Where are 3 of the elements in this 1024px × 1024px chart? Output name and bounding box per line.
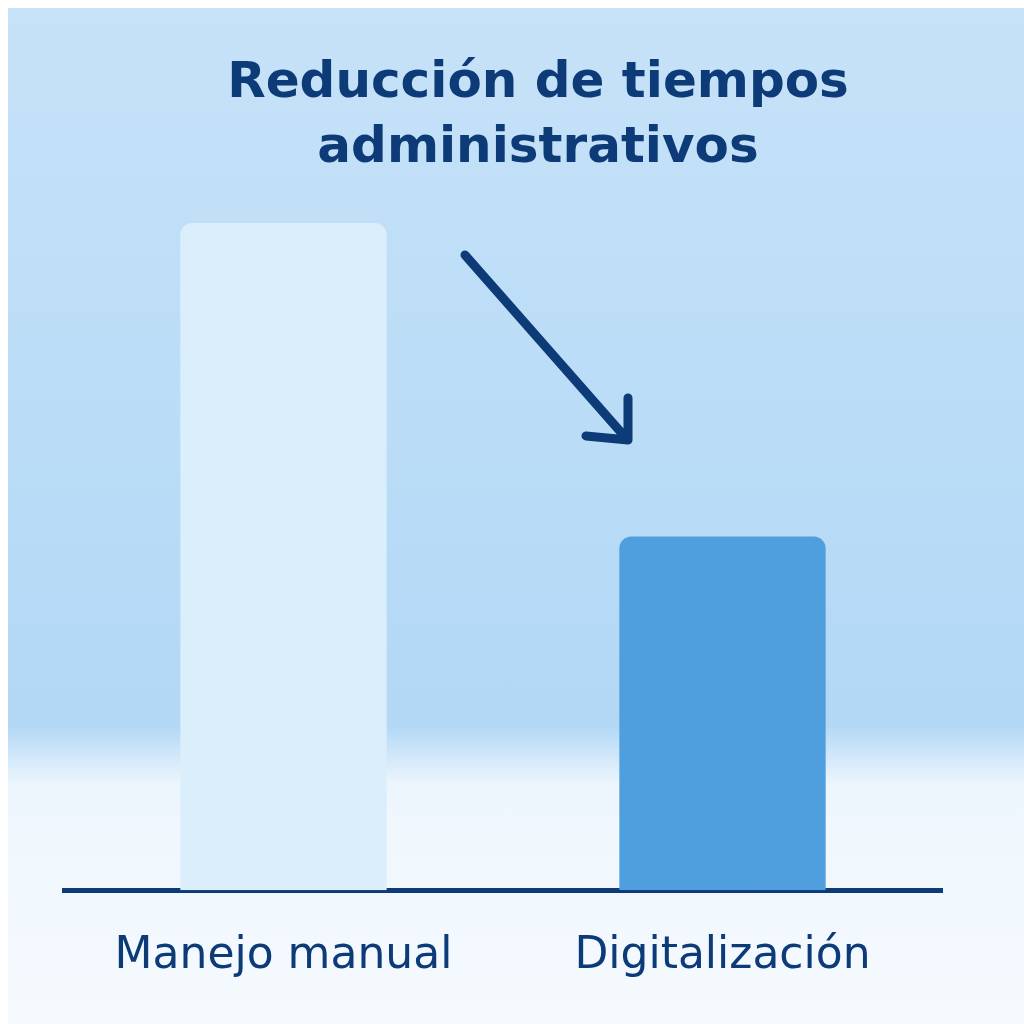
- x-tick-label: Digitalización: [574, 927, 871, 979]
- x-tick-label: Manejo manual: [114, 927, 453, 979]
- chart-title: Reducción de tiempos administrativos: [226, 50, 850, 176]
